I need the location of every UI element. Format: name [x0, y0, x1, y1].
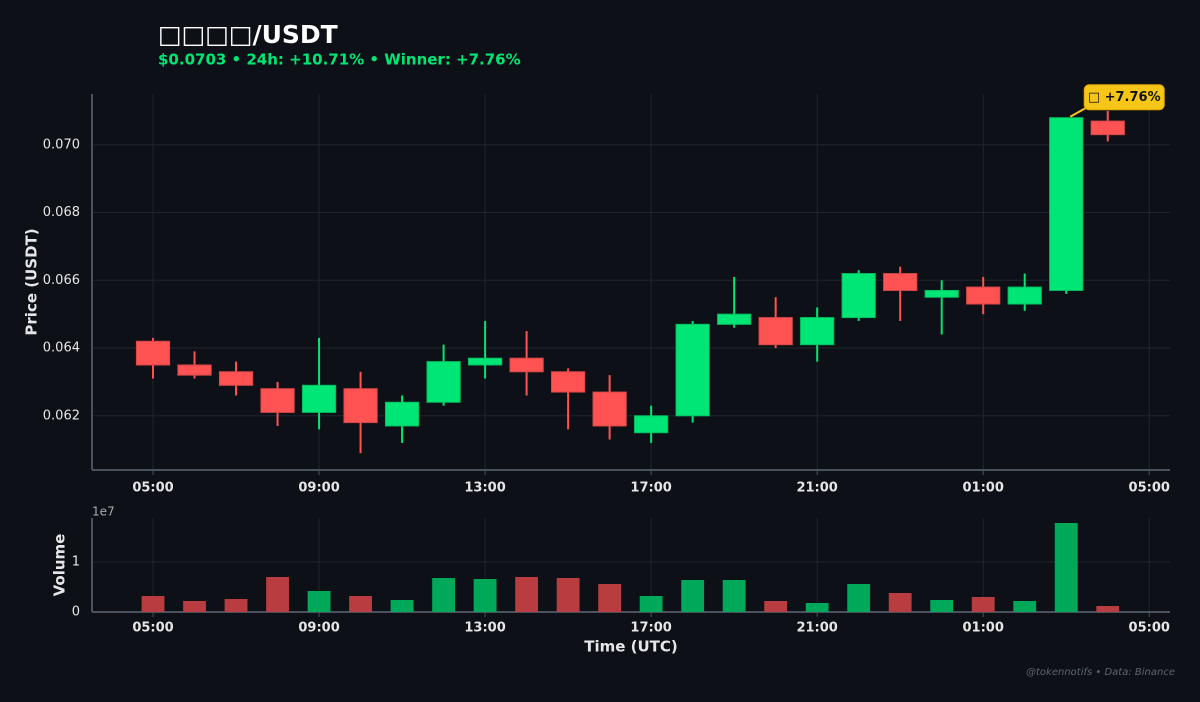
candle-body [675, 323, 710, 417]
candle-body [135, 340, 171, 366]
volume-bar [681, 580, 705, 612]
y-axis-label: Price (USDT) [23, 228, 41, 335]
x-tick-label: 01:00 [963, 481, 1004, 496]
volume-bar [556, 578, 580, 612]
volume-bar [1054, 523, 1078, 612]
x-tick-label: 01:00 [963, 621, 1004, 636]
annotation-text: □ +7.76% [1088, 90, 1161, 105]
volume-bar [805, 603, 829, 612]
volume-bar [515, 577, 539, 612]
y-tick-label: 0.068 [43, 205, 80, 220]
chart-subtitle: $0.0703 • 24h: +10.71% • Winner: +7.76% [158, 51, 521, 69]
volume-bar [183, 601, 206, 612]
candle-body [1007, 286, 1042, 305]
y-tick-label: 0.066 [43, 273, 80, 288]
volume-bar [847, 584, 871, 612]
volume-bar [971, 597, 995, 612]
chart-title: □□□□/USDT [158, 20, 338, 49]
volume-bar [888, 593, 912, 612]
volume-bar [473, 579, 497, 612]
x-tick-label: 13:00 [464, 481, 505, 496]
y-tick-label: 0 [72, 605, 80, 620]
candle-body [426, 361, 461, 403]
x-tick-label: 17:00 [630, 621, 671, 636]
candle-body [717, 313, 752, 325]
candle-body [883, 273, 918, 291]
x-tick-label: 05:00 [1129, 621, 1170, 636]
volume-bar [722, 580, 746, 612]
candle-body [1090, 120, 1125, 136]
volume-bar [639, 596, 663, 612]
volume-bar [432, 578, 455, 612]
x-tick-label: 13:00 [464, 621, 505, 636]
candle-body [218, 371, 254, 386]
candle-body [467, 357, 503, 366]
x-tick-label: 09:00 [298, 481, 339, 496]
offset-label: 1e7 [92, 505, 115, 519]
y-tick-label: 1 [72, 555, 80, 570]
candle-body [966, 286, 1001, 305]
x-tick-label: 05:00 [132, 481, 173, 496]
x-tick-label: 09:00 [298, 621, 339, 636]
candle-body [301, 384, 337, 413]
candle-body [924, 289, 959, 298]
y-tick-label: 0.064 [43, 341, 80, 356]
candle-body [551, 371, 586, 393]
volume-bar [266, 577, 289, 612]
candle-body [758, 317, 793, 346]
x-axis-label: Time (UTC) [584, 638, 678, 656]
footer: @tokennotifs • Data: Binance [1026, 667, 1175, 678]
annotation-box [1083, 84, 1165, 111]
volume-bar [598, 584, 622, 612]
volume-bar [930, 600, 954, 612]
annotation-arrow [1069, 106, 1087, 118]
x-tick-label: 21:00 [796, 621, 837, 636]
volume-bar [224, 599, 248, 612]
volume-bar [349, 596, 372, 612]
candle-body [384, 401, 420, 427]
volume-axis-label: Volume [51, 534, 69, 597]
x-tick-label: 17:00 [630, 481, 671, 496]
candle-body [841, 273, 876, 319]
candle-body [343, 388, 378, 424]
candle-body [634, 415, 669, 434]
x-tick-label: 05:00 [1129, 481, 1170, 496]
candle-body [177, 364, 212, 376]
candle-body [800, 317, 835, 346]
y-tick-label: 0.062 [43, 408, 80, 423]
candle-body [260, 388, 295, 413]
volume-bar [1096, 606, 1120, 612]
x-tick-label: 05:00 [132, 621, 173, 636]
volume-bar [141, 596, 165, 612]
volume-bar [307, 591, 331, 612]
volume-bar [390, 600, 414, 612]
x-tick-label: 21:00 [796, 481, 837, 496]
volume-bar [1013, 601, 1037, 612]
candle-body [509, 357, 544, 373]
candle-body [592, 391, 627, 427]
candle-body [1049, 117, 1084, 291]
volume-bar [764, 601, 788, 612]
y-tick-label: 0.070 [43, 137, 80, 152]
